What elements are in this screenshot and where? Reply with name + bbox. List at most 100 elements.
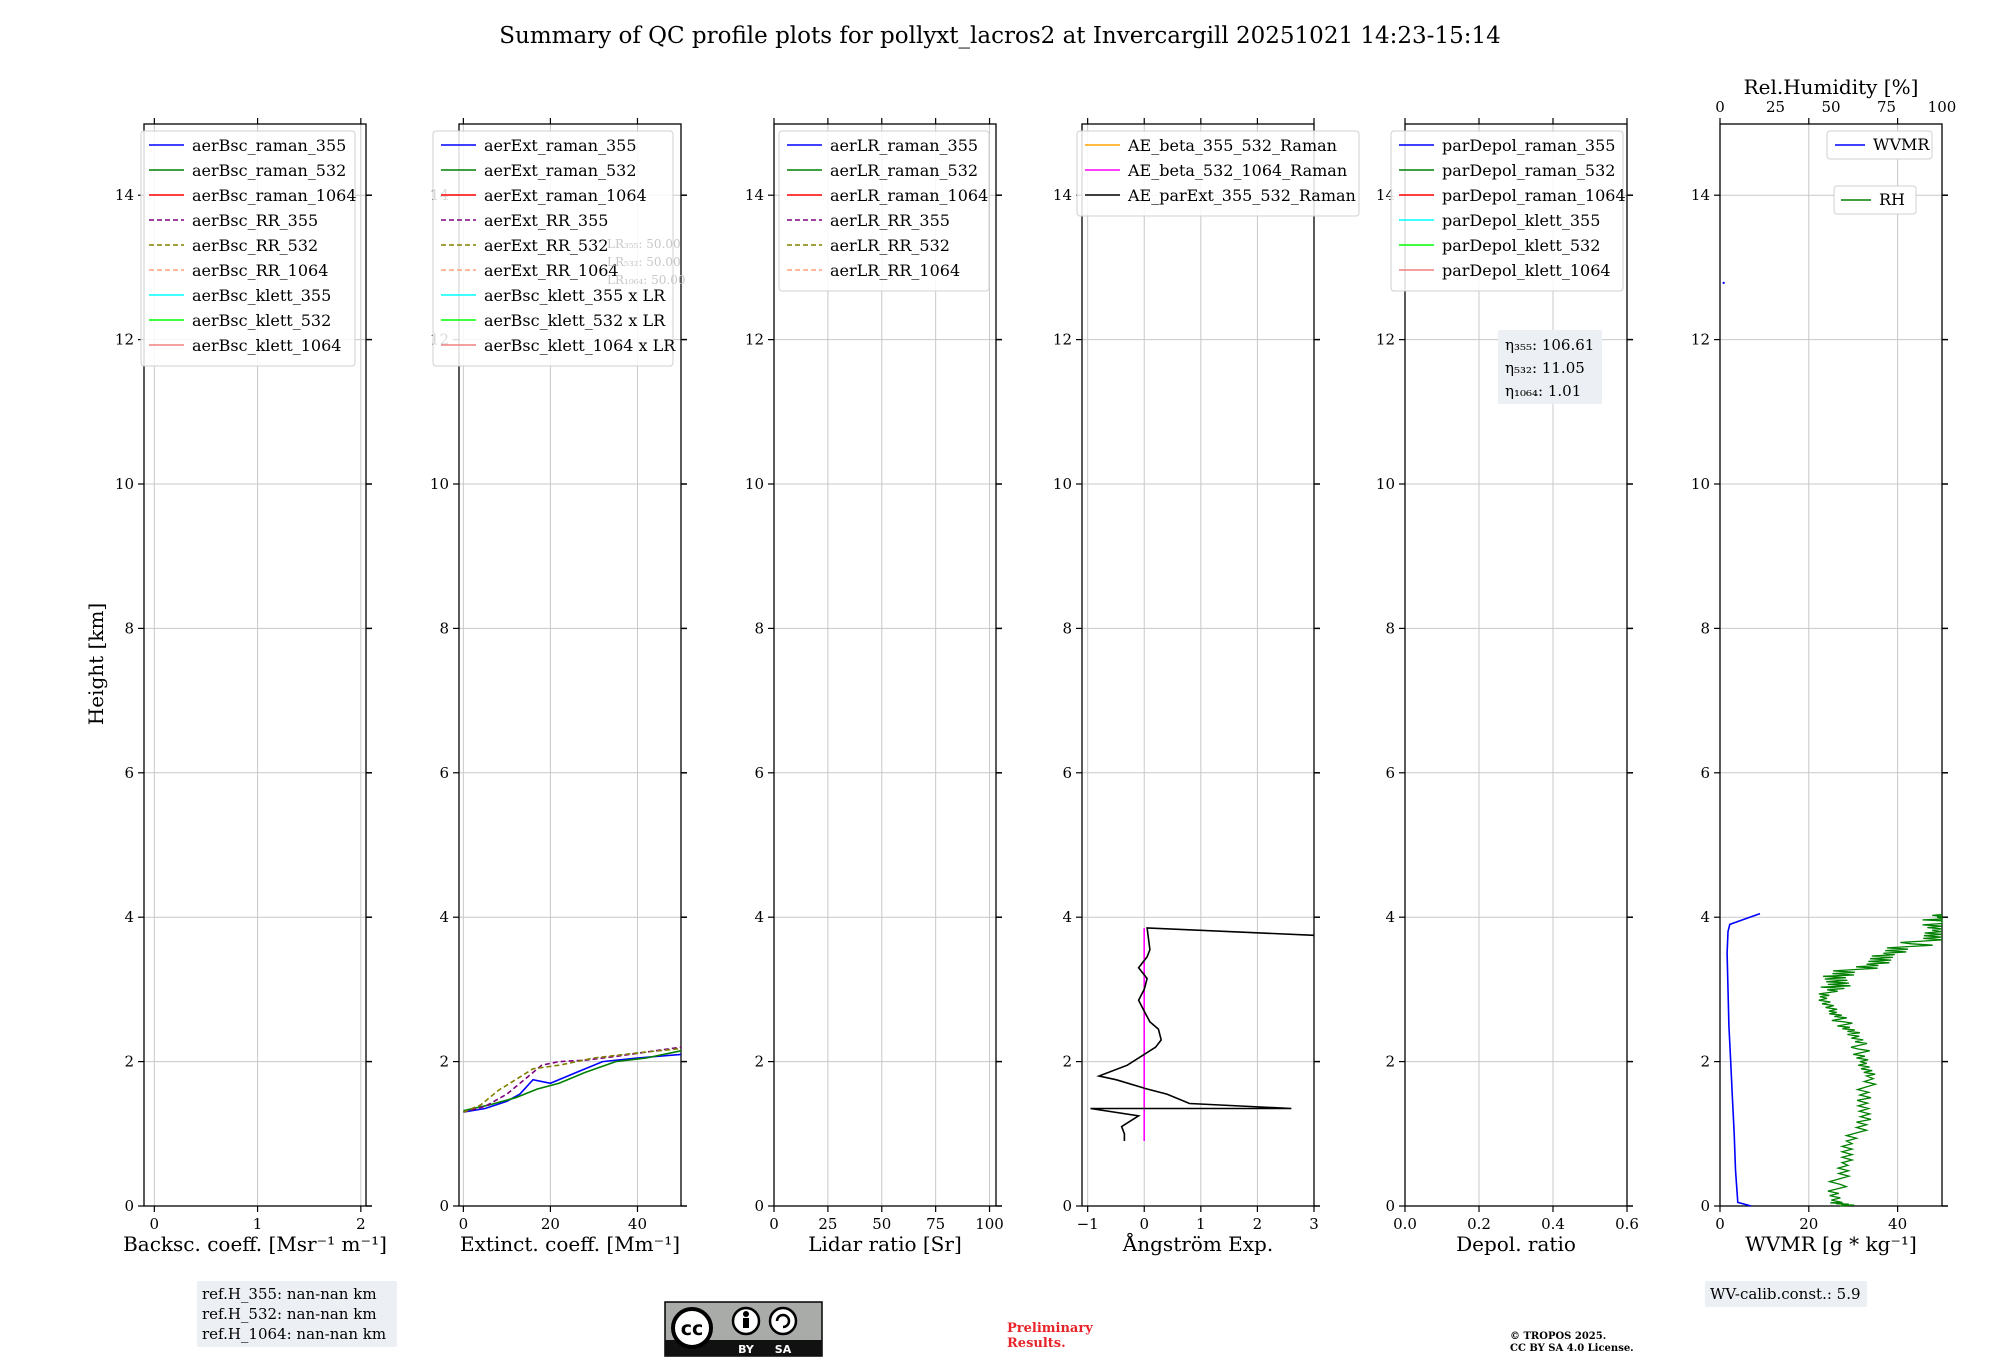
top-tick-label: 100 bbox=[1928, 98, 1957, 116]
panel-5: 0.0 0.2 0.4 0.6 0 2 4 6 8 10 12 14 Depol. ratio parDe… bbox=[1376, 118, 1639, 1256]
x-tick-label: 20 bbox=[541, 1215, 560, 1233]
legend-label: parDepol_raman_532 bbox=[1442, 161, 1615, 180]
panel-6: 0 20 40 0 2 4 6 8 10 12 14 WVMR [g * kg⁻¹] Rel.Humid… bbox=[1691, 75, 1956, 1307]
y-tick-label: 14 bbox=[115, 186, 134, 204]
legend: parDepol_raman_355 parDepol_raman_532 parD… bbox=[1390, 130, 1626, 292]
x-tick-label: 0.6 bbox=[1615, 1215, 1639, 1233]
legend-label: parDepol_klett_1064 bbox=[1442, 261, 1611, 280]
rh-line bbox=[1818, 913, 1943, 1207]
y-tick-label: 12 bbox=[1053, 331, 1072, 349]
legend-label: RH bbox=[1879, 190, 1905, 209]
y-tick-label: 8 bbox=[439, 619, 449, 637]
y-tick-label: 2 bbox=[124, 1053, 134, 1071]
panel-3: 0 25 50 75 100 0 2 4 6 8 10 12 14 Lidar ratio [Sr] aer… bbox=[745, 118, 1004, 1256]
top-tick-label: 75 bbox=[1877, 98, 1896, 116]
x-tick-label: −1 bbox=[1077, 1215, 1099, 1233]
y-tick-label: 6 bbox=[439, 764, 449, 782]
y-tick-label: 6 bbox=[754, 764, 764, 782]
legend-frame bbox=[140, 130, 356, 367]
figure-title: Summary of QC profile plots for pollyxt_… bbox=[499, 23, 1500, 49]
x-tick-label: 0 bbox=[1715, 1215, 1725, 1233]
note-line: ref.H_355: nan-nan km bbox=[202, 1285, 377, 1303]
legend-label: aerBsc_klett_355 x LR bbox=[484, 286, 666, 305]
x-tick-label: 0 bbox=[459, 1215, 469, 1233]
legend-label: aerBsc_raman_355 bbox=[192, 136, 346, 155]
y-tick-label: 4 bbox=[124, 908, 134, 926]
cc-sa-label: SA bbox=[775, 1343, 792, 1356]
legend-frame bbox=[1833, 185, 1917, 215]
copyright-line-1: © TROPOS 2025. bbox=[1510, 1331, 1606, 1342]
legend-label: aerBsc_RR_1064 bbox=[192, 261, 328, 280]
y-tick-label: 4 bbox=[439, 908, 449, 926]
y-tick-label: 10 bbox=[1691, 475, 1710, 493]
y-tick-label: 12 bbox=[745, 331, 764, 349]
axes-frame bbox=[773, 123, 997, 1207]
top-tick-label: 50 bbox=[1821, 98, 1840, 116]
legend-label: aerLR_raman_1064 bbox=[830, 186, 988, 205]
legend-frame bbox=[1076, 130, 1360, 217]
y-tick-label: 8 bbox=[124, 619, 134, 637]
legend-label: AE_parExt_355_532_Raman bbox=[1127, 186, 1356, 205]
legend-label: aerLR_raman_532 bbox=[830, 161, 978, 180]
x-tick-label: 40 bbox=[628, 1215, 647, 1233]
legend-frame bbox=[1826, 130, 1933, 160]
person-icon bbox=[743, 1311, 749, 1317]
legend: aerLR_raman_355 aerLR_raman_532 aerLR_rama… bbox=[778, 130, 990, 292]
legend-label: aerBsc_klett_1064 bbox=[192, 336, 341, 355]
axes-frame bbox=[1719, 123, 1943, 1207]
legend-label: AE_beta_355_532_Raman bbox=[1127, 136, 1337, 155]
legend-label: parDepol_klett_355 bbox=[1442, 211, 1600, 230]
y-tick-label: 4 bbox=[1385, 908, 1395, 926]
x-tick-label: 1 bbox=[1196, 1215, 1206, 1233]
y-tick-label: 12 bbox=[115, 331, 134, 349]
y-axis-label: Height [km] bbox=[84, 603, 108, 725]
x-tick-label: 100 bbox=[975, 1215, 1004, 1233]
top-tick-label: 0 bbox=[1715, 98, 1725, 116]
lr-annotation: LR₃₅₅: 50.00 bbox=[607, 237, 681, 251]
eta-box bbox=[1498, 330, 1602, 404]
wvmr-dot bbox=[1722, 281, 1725, 284]
legend-label: aerBsc_klett_355 bbox=[192, 286, 331, 305]
y-tick-label: 14 bbox=[745, 186, 764, 204]
series-line-0 bbox=[463, 1053, 682, 1113]
note-line: WV-calib.const.: 5.9 bbox=[1710, 1285, 1861, 1303]
y-tick-label: 0 bbox=[1062, 1197, 1072, 1215]
top-axis-label: Rel.Humidity [%] bbox=[1744, 75, 1919, 99]
copyright-line-2: CC BY SA 4.0 License. bbox=[1510, 1343, 1634, 1354]
y-tick-label: 8 bbox=[1062, 619, 1072, 637]
y-tick-label: 8 bbox=[754, 619, 764, 637]
y-tick-label: 8 bbox=[1385, 619, 1395, 637]
legend-label: parDepol_raman_1064 bbox=[1442, 186, 1626, 205]
legend-label: parDepol_raman_355 bbox=[1442, 136, 1615, 155]
y-tick-label: 0 bbox=[1385, 1197, 1395, 1215]
legend-label: WVMR bbox=[1873, 135, 1930, 154]
legend-label: aerBsc_klett_532 x LR bbox=[484, 311, 666, 330]
y-tick-label: 4 bbox=[754, 908, 764, 926]
y-tick-label: 10 bbox=[1376, 475, 1395, 493]
y-tick-label: 14 bbox=[1053, 186, 1072, 204]
legend-label: aerExt_raman_355 bbox=[484, 136, 637, 155]
y-tick-label: 10 bbox=[1053, 475, 1072, 493]
y-tick-label: 4 bbox=[1062, 908, 1072, 926]
cc-license-badge: cc BY SA bbox=[664, 1301, 823, 1357]
y-tick-label: 8 bbox=[1700, 619, 1710, 637]
cc-icon: cc bbox=[681, 1318, 704, 1340]
y-tick-label: 6 bbox=[124, 764, 134, 782]
x-tick-label: 3 bbox=[1309, 1215, 1319, 1233]
x-tick-label: 0 bbox=[150, 1215, 160, 1233]
y-tick-label: 6 bbox=[1700, 764, 1710, 782]
legend-label: aerExt_RR_355 bbox=[484, 211, 608, 230]
legend-frame bbox=[432, 130, 674, 367]
legend: AE_beta_355_532_Raman AE_beta_532_1064_Ra… bbox=[1076, 130, 1360, 217]
axes-frame bbox=[143, 123, 367, 1207]
x-axis-label: Extinct. coeff. [Mm⁻¹] bbox=[460, 1232, 680, 1256]
legend: aerBsc_raman_355 aerBsc_raman_532 aerBsc_r… bbox=[140, 130, 357, 367]
y-tick-label: 14 bbox=[1691, 186, 1710, 204]
cc-by-label: BY bbox=[738, 1343, 755, 1356]
note-box bbox=[197, 1281, 397, 1347]
note-box bbox=[1705, 1281, 1867, 1307]
x-tick-label: 0.2 bbox=[1467, 1215, 1491, 1233]
legend-frame bbox=[1390, 130, 1624, 292]
lr-annotation: LR₁₀₆₄: 50.00 bbox=[607, 273, 685, 287]
